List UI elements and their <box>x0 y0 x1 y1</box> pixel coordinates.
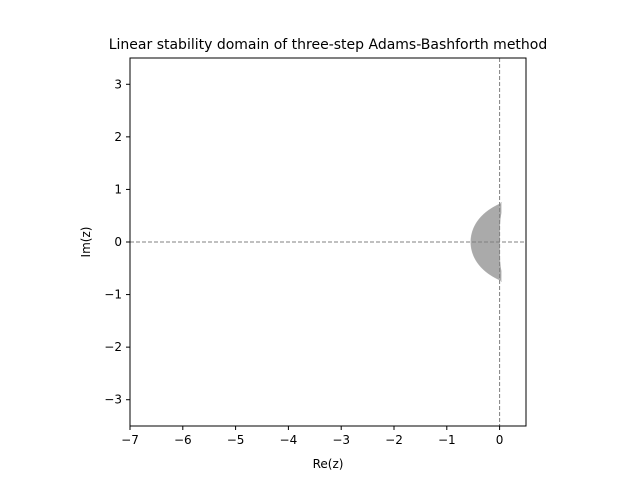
x-tick-label: −5 <box>227 433 245 447</box>
y-tick-label: 1 <box>114 182 122 196</box>
y-tick-label: −1 <box>104 288 122 302</box>
x-tick-label: 0 <box>496 433 504 447</box>
y-axis-label: Im(z) <box>79 227 93 258</box>
x-tick-label: −3 <box>332 433 350 447</box>
y-tick-label: −2 <box>104 340 122 354</box>
x-tick-label: −4 <box>280 433 298 447</box>
x-axis-label: Re(z) <box>313 457 344 471</box>
y-tick-label: −3 <box>104 393 122 407</box>
x-tick-label: −6 <box>174 433 192 447</box>
y-tick-label: 3 <box>114 77 122 91</box>
y-tick-label: 2 <box>114 130 122 144</box>
x-tick-label: −7 <box>121 433 139 447</box>
x-tick-label: −1 <box>438 433 456 447</box>
x-tick-label: −2 <box>385 433 403 447</box>
chart-title: Linear stability domain of three-step Ad… <box>109 37 548 53</box>
y-tick-label: 0 <box>114 235 122 249</box>
